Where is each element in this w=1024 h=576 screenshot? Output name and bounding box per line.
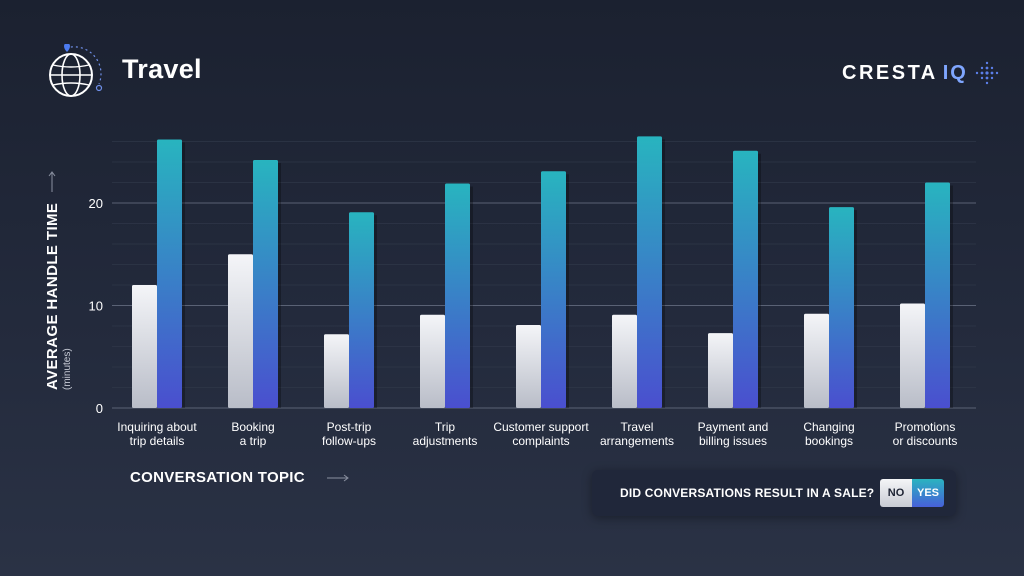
bar-no [804, 313, 829, 408]
x-tick-line: Travel [621, 420, 654, 434]
x-tick-line: billing issues [699, 434, 767, 448]
toggle-no-button[interactable]: NO [880, 479, 912, 507]
x-tick-line: Post-trip [327, 420, 372, 434]
bar-yes [637, 136, 662, 408]
x-tick-line: Payment and [698, 420, 769, 434]
x-axis-arrow-icon [327, 474, 349, 482]
sale-legend: DID CONVERSATIONS RESULT IN A SALE? NO Y… [592, 470, 956, 516]
x-tick-label: Promotions or discounts [893, 420, 958, 448]
y-tick-label: 10 [89, 299, 103, 314]
bar-yes [829, 207, 854, 408]
x-tick-label: Inquiring about trip details [117, 420, 197, 448]
bar-no [132, 285, 157, 408]
logo-accent: IQ [942, 61, 968, 84]
x-axis-label: CONVERSATION TOPIC [130, 469, 305, 486]
y-tick-labels: 0 10 20 [89, 196, 103, 416]
bar-yes [733, 150, 758, 408]
y-axis-arrow-icon [48, 171, 56, 192]
bar-no [708, 333, 733, 408]
x-tick-line: follow-ups [322, 434, 376, 448]
x-tick-line: complaints [512, 434, 569, 448]
bar-no [228, 254, 253, 408]
y-axis-unit: (minutes) [62, 348, 73, 390]
x-tick-line: arrangements [600, 434, 674, 448]
x-tick-line: adjustments [413, 434, 478, 448]
x-tick-line: Trip [435, 420, 456, 434]
cresta-logo: CRESTA IQ [842, 60, 1000, 86]
x-tick-line: Inquiring about [117, 420, 197, 434]
x-tick-label: Payment and billing issues [698, 420, 769, 448]
x-tick-label: Travel arrangements [600, 420, 674, 448]
x-tick-label: Changing bookings [803, 420, 854, 448]
bar-no [900, 303, 925, 408]
bar-yes [925, 182, 950, 408]
page-title: Travel [122, 54, 202, 84]
x-tick-line: or discounts [893, 434, 958, 448]
bar-yes [157, 139, 182, 408]
x-tick-line: Promotions [895, 420, 956, 434]
bars-group [132, 136, 953, 408]
bar-yes [253, 159, 278, 408]
toggle-yes-button[interactable]: YES [912, 479, 944, 507]
x-tick-label: Post-trip follow-ups [322, 420, 376, 448]
bar-yes [541, 171, 566, 408]
y-axis-label: AVERAGE HANDLE TIME (minutes) [44, 203, 73, 390]
x-tick-label: Booking a trip [231, 420, 274, 448]
x-tick-line: Changing [803, 420, 854, 434]
bar-no [420, 314, 445, 408]
y-tick-label: 0 [96, 401, 103, 416]
bar-no [516, 324, 541, 408]
legend-question: DID CONVERSATIONS RESULT IN A SALE? [620, 486, 875, 500]
x-tick-line: bookings [805, 434, 853, 448]
x-tick-line: a trip [240, 434, 267, 448]
x-tick-label: Trip adjustments [413, 420, 478, 448]
bar-yes [349, 212, 374, 408]
globe-icon [49, 44, 103, 97]
sale-toggle[interactable]: NO YES [880, 479, 944, 507]
x-tick-line: trip details [130, 434, 185, 448]
x-tick-label: Customer support complaints [493, 420, 589, 448]
x-tick-line: Customer support [493, 420, 589, 434]
logo-text: CRESTA [842, 61, 938, 84]
bar-yes [445, 183, 470, 408]
x-tick-labels: Inquiring about trip details Booking a trip… [117, 420, 957, 448]
dot-grid-icon [975, 61, 999, 85]
x-tick-line: Booking [231, 420, 274, 434]
y-axis-title: AVERAGE HANDLE TIME [44, 202, 61, 390]
y-tick-label: 20 [89, 196, 103, 211]
bar-no [612, 314, 637, 408]
bar-no [324, 334, 349, 408]
